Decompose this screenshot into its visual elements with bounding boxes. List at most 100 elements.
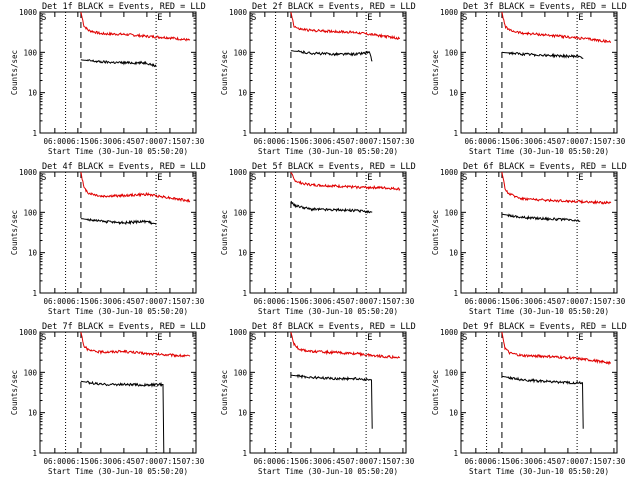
- series-line: [501, 331, 611, 366]
- x-tick-label: 06:30: [511, 457, 534, 466]
- x-axis-label: Start Time (30-Jun-10 05:50:20): [258, 147, 398, 156]
- x-tick-label: 06:45: [534, 457, 557, 466]
- marker-end-label: E: [578, 333, 583, 343]
- y-tick-label: 1000: [19, 328, 38, 337]
- x-tick-label: 06:30: [300, 297, 323, 306]
- x-axis-label: Start Time (30-Jun-10 05:50:20): [48, 467, 188, 476]
- series-line: [501, 375, 584, 429]
- x-tick-label: 06:00: [465, 137, 488, 146]
- y-tick-label: 100: [444, 48, 458, 57]
- x-tick-label: 06:15: [67, 457, 90, 466]
- x-tick-label: 07:00: [136, 457, 159, 466]
- x-tick-label: 06:00: [254, 457, 277, 466]
- chart-panel: Det 3f BLACK = Events, RED = LLD 1 10 100 10…: [431, 2, 627, 156]
- marker-end-label: E: [367, 333, 372, 343]
- marker-end-label: E: [578, 13, 583, 23]
- x-tick-label: 06:15: [488, 297, 511, 306]
- x-tick-label: 07:15: [369, 457, 392, 466]
- x-tick-label: 06:15: [67, 297, 90, 306]
- marker-start-label: S: [41, 333, 46, 343]
- chart-panel: Det 7f BLACK = Events, RED = LLD 1 10 100 10…: [10, 322, 206, 476]
- marker-end-label: E: [157, 13, 162, 23]
- marker-start-label: S: [41, 13, 46, 23]
- marker-end-label: E: [367, 13, 372, 23]
- x-tick-label: 06:45: [534, 297, 557, 306]
- x-tick-label: 06:15: [67, 137, 90, 146]
- y-tick-label: 1000: [440, 8, 459, 17]
- y-tick-label: 100: [444, 368, 458, 377]
- x-tick-label: 06:15: [277, 457, 300, 466]
- x-tick-label: 07:00: [557, 457, 580, 466]
- x-tick-label: 07:15: [369, 297, 392, 306]
- y-tick-label: 1: [242, 129, 247, 138]
- x-tick-label: 06:00: [44, 137, 67, 146]
- y-axis-label: Counts/sec: [431, 50, 440, 95]
- x-tick-label: 07:30: [182, 137, 205, 146]
- x-axis-label: Start Time (30-Jun-10 05:50:20): [258, 467, 398, 476]
- plot-frame: [39, 11, 197, 134]
- y-tick-label: 1: [453, 449, 458, 458]
- y-axis-label: Counts/sec: [10, 50, 19, 95]
- marker-end-label: E: [157, 173, 162, 183]
- chart-panel: Det 6f BLACK = Events, RED = LLD 1 10 100 10…: [431, 162, 627, 316]
- y-tick-label: 10: [449, 249, 459, 258]
- series-line: [80, 217, 157, 226]
- y-tick-label: 1: [242, 449, 247, 458]
- chart-panel: Det 5f BLACK = Events, RED = LLD 1 10 100 10…: [220, 162, 416, 316]
- x-tick-label: 06:00: [465, 457, 488, 466]
- x-tick-label: 06:45: [113, 297, 136, 306]
- x-tick-label: 06:15: [277, 297, 300, 306]
- x-tick-label: 07:30: [603, 297, 626, 306]
- series-line: [290, 171, 401, 192]
- y-tick-label: 1: [32, 449, 37, 458]
- series-line: [501, 171, 612, 205]
- plot-frame: [249, 171, 407, 294]
- y-tick-label: 1000: [440, 328, 459, 337]
- marker-start-label: S: [462, 333, 467, 343]
- y-tick-label: 10: [238, 249, 248, 258]
- x-tick-label: 06:00: [465, 297, 488, 306]
- x-tick-label: 06:15: [277, 137, 300, 146]
- y-tick-label: 10: [28, 409, 38, 418]
- x-tick-label: 07:00: [346, 297, 369, 306]
- marker-end-label: E: [578, 173, 583, 183]
- x-tick-label: 06:30: [90, 457, 113, 466]
- x-axis-label: Start Time (30-Jun-10 05:50:20): [469, 467, 609, 476]
- series-line: [80, 331, 191, 358]
- plot-frame: [460, 331, 618, 454]
- x-tick-label: 07:15: [580, 137, 603, 146]
- y-tick-label: 1000: [440, 168, 459, 177]
- x-tick-label: 06:45: [534, 137, 557, 146]
- x-tick-label: 07:30: [392, 297, 415, 306]
- chart-title: Det 1f BLACK = Events, RED = LLD: [42, 2, 206, 12]
- x-axis-label: Start Time (30-Jun-10 05:50:20): [469, 307, 609, 316]
- y-tick-label: 100: [444, 208, 458, 217]
- marker-end-label: E: [367, 173, 372, 183]
- x-tick-label: 06:30: [300, 457, 323, 466]
- chart-title: Det 7f BLACK = Events, RED = LLD: [42, 322, 206, 332]
- plot-frame: [460, 11, 618, 134]
- y-axis-label: Counts/sec: [220, 370, 229, 415]
- chart-title: Det 8f BLACK = Events, RED = LLD: [252, 322, 416, 332]
- y-tick-label: 1000: [19, 8, 38, 17]
- series-line: [290, 200, 373, 214]
- series-line: [290, 331, 401, 360]
- chart-panel: Det 8f BLACK = Events, RED = LLD 1 10 100 10…: [220, 322, 416, 476]
- x-tick-label: 06:00: [254, 137, 277, 146]
- series-line: [501, 11, 612, 44]
- x-tick-label: 07:30: [182, 297, 205, 306]
- y-tick-label: 100: [233, 48, 247, 57]
- plot-frame: [460, 171, 618, 294]
- y-tick-label: 100: [233, 368, 247, 377]
- x-tick-label: 07:00: [136, 137, 159, 146]
- x-tick-label: 06:00: [254, 297, 277, 306]
- y-axis-label: Counts/sec: [220, 50, 229, 95]
- y-tick-label: 1000: [229, 8, 248, 17]
- series-line: [290, 49, 373, 62]
- y-tick-label: 1000: [229, 168, 248, 177]
- x-tick-label: 06:15: [488, 457, 511, 466]
- y-tick-label: 10: [449, 409, 459, 418]
- chart-title: Det 4f BLACK = Events, RED = LLD: [42, 162, 206, 172]
- chart-title: Det 9f BLACK = Events, RED = LLD: [463, 322, 627, 332]
